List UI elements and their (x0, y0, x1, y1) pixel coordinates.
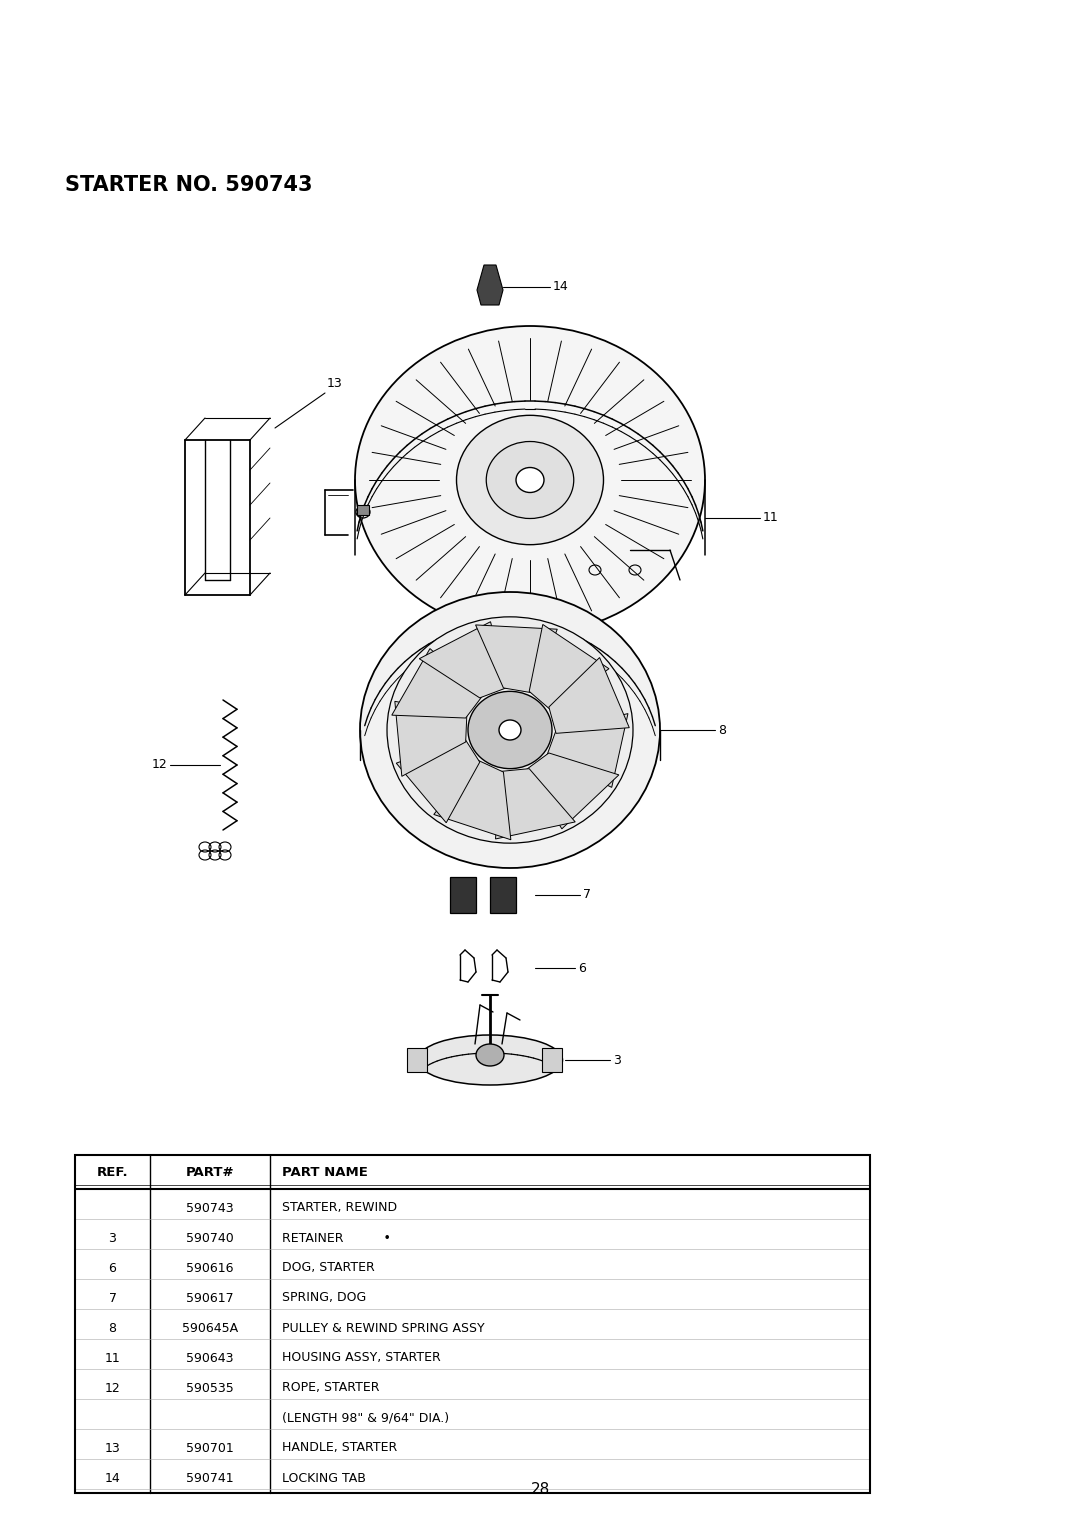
Text: 12: 12 (151, 758, 167, 772)
Polygon shape (396, 739, 480, 822)
Ellipse shape (418, 1034, 563, 1085)
Text: PART#: PART# (186, 1165, 234, 1179)
Text: ROPE, STARTER: ROPE, STARTER (282, 1382, 379, 1394)
Polygon shape (477, 264, 503, 304)
Polygon shape (546, 713, 627, 787)
Polygon shape (419, 621, 507, 698)
Text: 590701: 590701 (186, 1442, 234, 1454)
Text: 590743: 590743 (186, 1202, 233, 1214)
Text: (LENGTH 98" & 9/64" DIA.): (LENGTH 98" & 9/64" DIA.) (282, 1411, 449, 1425)
Ellipse shape (468, 692, 552, 768)
Text: 590535: 590535 (186, 1382, 234, 1394)
Text: 7: 7 (108, 1291, 117, 1305)
Ellipse shape (360, 592, 660, 868)
Text: 590740: 590740 (186, 1231, 234, 1245)
Text: PULLEY & REWIND SPRING ASSY: PULLEY & REWIND SPRING ASSY (282, 1322, 485, 1334)
Text: 590617: 590617 (186, 1291, 233, 1305)
Text: 590741: 590741 (186, 1471, 233, 1485)
FancyBboxPatch shape (542, 1048, 562, 1071)
Text: REF.: REF. (97, 1165, 129, 1179)
Text: 28: 28 (530, 1483, 550, 1497)
Text: 8: 8 (108, 1322, 117, 1334)
Polygon shape (529, 624, 609, 710)
Ellipse shape (486, 441, 573, 518)
Text: 13: 13 (105, 1442, 120, 1454)
Text: DOG, STARTER: DOG, STARTER (282, 1262, 375, 1274)
Polygon shape (549, 658, 630, 733)
Ellipse shape (355, 326, 705, 633)
Text: 6: 6 (578, 962, 585, 974)
Text: LOCKING TAB: LOCKING TAB (282, 1471, 366, 1485)
Text: HOUSING ASSY, STARTER: HOUSING ASSY, STARTER (282, 1351, 441, 1365)
Polygon shape (526, 753, 619, 828)
Polygon shape (496, 768, 576, 839)
Text: STARTER, REWIND: STARTER, REWIND (282, 1202, 397, 1214)
Text: 13: 13 (327, 377, 342, 390)
Polygon shape (475, 626, 557, 693)
Ellipse shape (516, 467, 544, 492)
Polygon shape (395, 701, 467, 776)
FancyBboxPatch shape (450, 878, 476, 913)
Text: 14: 14 (553, 280, 569, 294)
FancyBboxPatch shape (490, 878, 516, 913)
Text: 3: 3 (109, 1231, 117, 1245)
Text: 3: 3 (613, 1053, 621, 1067)
Text: 11: 11 (105, 1351, 120, 1365)
Text: 7: 7 (583, 888, 591, 902)
Text: 11: 11 (762, 510, 779, 524)
Text: 12: 12 (105, 1382, 120, 1394)
Text: 590645A: 590645A (181, 1322, 238, 1334)
Ellipse shape (387, 616, 633, 844)
Ellipse shape (457, 415, 604, 544)
Text: 6: 6 (109, 1262, 117, 1274)
FancyBboxPatch shape (357, 506, 369, 515)
Text: SPRING, DOG: SPRING, DOG (282, 1291, 366, 1305)
Text: 14: 14 (105, 1471, 120, 1485)
Text: 8: 8 (718, 724, 726, 736)
Text: PART NAME: PART NAME (282, 1165, 368, 1179)
Text: HANDLE, STARTER: HANDLE, STARTER (282, 1442, 397, 1454)
Polygon shape (392, 649, 483, 718)
Text: STARTER NO. 590743: STARTER NO. 590743 (65, 175, 312, 195)
Text: 590643: 590643 (186, 1351, 233, 1365)
Polygon shape (434, 759, 511, 839)
FancyBboxPatch shape (407, 1048, 427, 1071)
Text: RETAINER          •: RETAINER • (282, 1231, 391, 1245)
Ellipse shape (476, 1044, 504, 1067)
Ellipse shape (499, 719, 521, 739)
Text: 590616: 590616 (186, 1262, 233, 1274)
